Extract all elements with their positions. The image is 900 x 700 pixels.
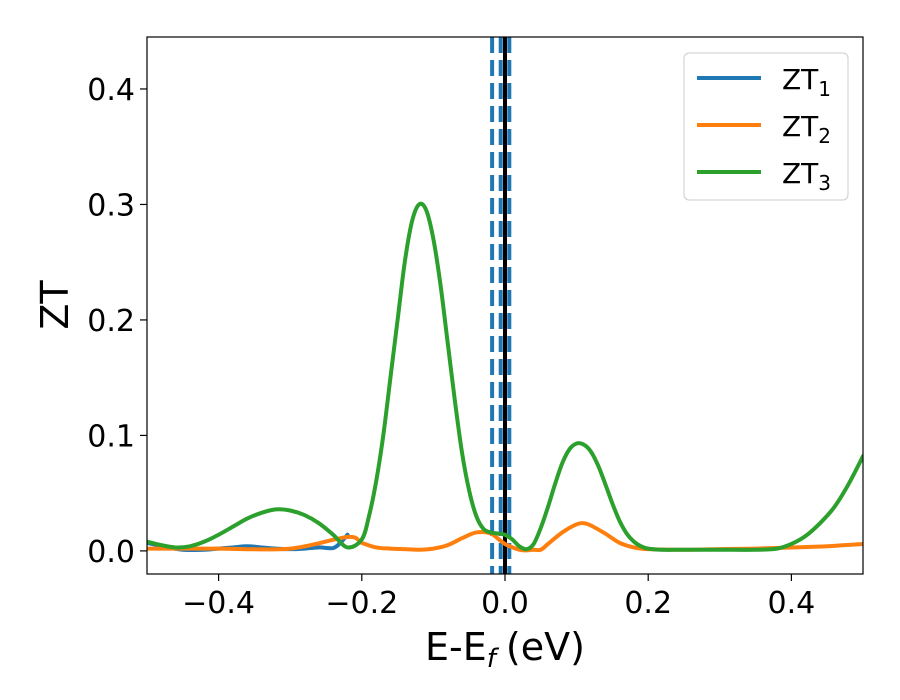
y-tick-label: 0.4 [87,73,135,108]
x-axis-title-main: E-E [425,625,487,669]
legend-label-zt3-main: ZT [782,157,819,190]
legend-label-zt3: ZT3 [782,157,831,195]
legend-label-zt3-sub: 3 [818,171,831,195]
legend-label-zt2-main: ZT [782,110,819,143]
x-axis-title-unit: (eV) [506,625,585,669]
legend-box [683,52,849,201]
x-tick-label: 0.0 [481,586,529,621]
y-tick-label: 0.0 [87,535,135,570]
legend-label-zt2-sub: 2 [818,124,831,148]
legend-label-zt2: ZT2 [782,110,831,148]
x-axis-title: E-Ef (eV) [425,625,585,674]
x-tick-label: −0.2 [325,586,398,621]
series-lines [147,201,863,553]
x-axis-title-sub: f [487,644,500,674]
x-tick-label: −0.4 [182,586,255,621]
legend-item-zt3: ZT3 [697,157,831,195]
x-tick-label: 0.4 [768,586,816,621]
legend-label-zt1-sub: 1 [818,77,831,101]
legend-label-zt1-main: ZT [782,63,819,96]
y-tick-label: 0.2 [87,304,135,339]
y-tick-label: 0.3 [87,188,135,223]
vertical-lines [490,37,512,574]
x-tick-label: 0.2 [624,586,672,621]
y-axis-title: ZT [33,280,77,330]
legend-label-zt1: ZT1 [782,63,831,101]
legend-item-zt2: ZT2 [697,110,831,148]
y-axis-ticks: 0.0 0.1 0.2 0.3 0.4 [87,73,147,570]
legend-item-zt1: ZT1 [697,63,831,101]
y-tick-label: 0.1 [87,419,135,454]
legend: ZT1 ZT2 ZT3 [683,52,849,201]
x-axis-ticks: −0.4 −0.2 0.0 0.2 0.4 [182,574,815,621]
series-line-zt3 [147,201,863,552]
